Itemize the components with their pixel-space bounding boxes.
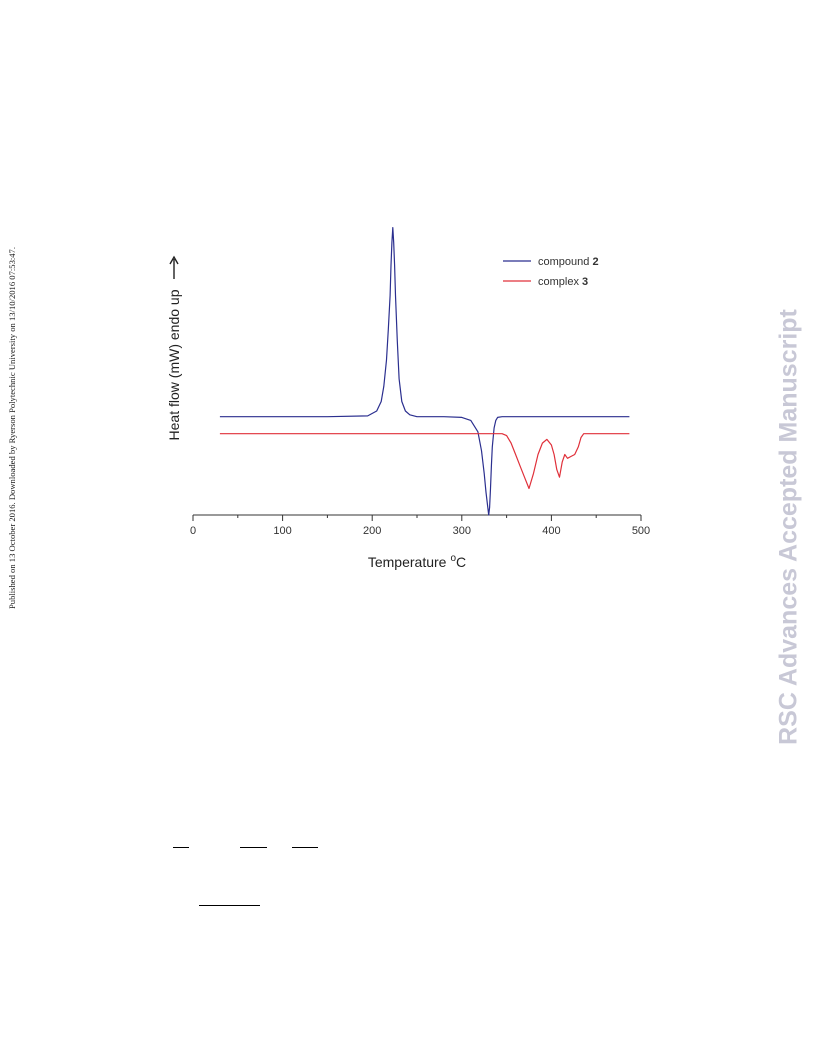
x-tick-label-300: 300 <box>453 525 471 537</box>
footnote-rule-2 <box>240 847 267 848</box>
axis-layer: 0 100 200 300 400 500 <box>190 514 650 537</box>
journal-watermark: RSC Advances Accepted Manuscript <box>766 255 812 800</box>
y-axis-label: Heat flow (mW) endo up <box>166 289 182 440</box>
legend-label-text-1: compound <box>538 256 592 268</box>
journal-watermark-text: RSC Advances Accepted Manuscript <box>774 309 803 745</box>
x-tick-label-500: 500 <box>632 525 650 537</box>
footnote-rule-1 <box>173 847 189 848</box>
y-axis-label-group: Heat flow (mW) endo up <box>166 255 182 440</box>
x-axis-unit-sup: o <box>450 553 456 564</box>
x-axis-unit-letter: C <box>456 554 466 570</box>
x-tick-label-400: 400 <box>542 525 560 537</box>
legend-label-id-1: 2 <box>592 256 598 268</box>
series-line-1 <box>219 227 630 516</box>
x-axis-label-text: Temperature <box>368 554 447 570</box>
dsc-chart: 0 100 200 300 400 500 compound 2 complex 3 Tem… <box>166 227 650 570</box>
x-tick-label-200: 200 <box>363 525 381 537</box>
series-layer <box>219 227 630 516</box>
footnote-rule-3 <box>292 847 318 848</box>
publication-note: Published on 13 October 2016. Downloaded… <box>2 198 22 658</box>
legend-label-2: complex 3 <box>538 276 588 288</box>
legend-label-id-2: 3 <box>582 276 588 288</box>
legend: compound 2 complex 3 <box>503 256 599 288</box>
publication-note-text: Published on 13 October 2016. Downloaded… <box>7 247 17 609</box>
x-axis-label: Temperature oC <box>368 553 466 570</box>
x-tick-label-100: 100 <box>273 525 291 537</box>
x-tick-label-0: 0 <box>190 525 196 537</box>
legend-label-text-2: complex <box>538 276 582 288</box>
footnote-rule-4 <box>199 905 260 906</box>
series-line-2 <box>219 433 630 490</box>
endo-up-arrow-icon <box>169 255 179 279</box>
legend-label-1: compound 2 <box>538 256 599 268</box>
